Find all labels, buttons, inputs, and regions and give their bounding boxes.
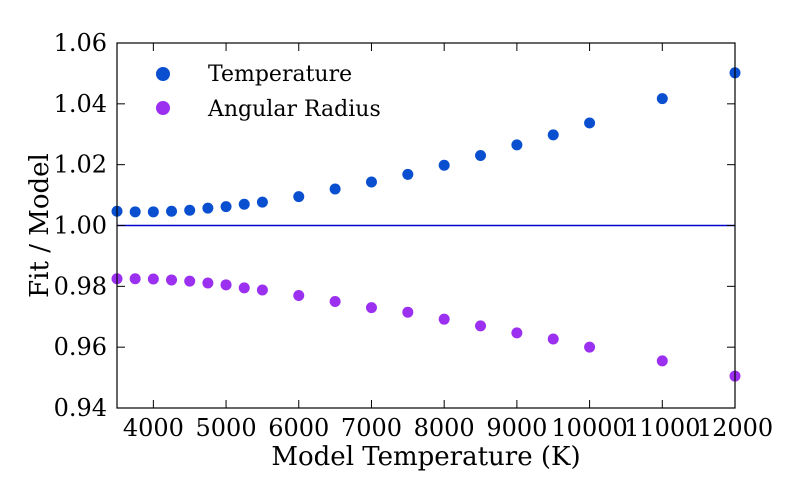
legend-label-angular-radius: Angular Radius [207,97,381,122]
temperature-point [584,117,596,129]
temperature-point [202,202,214,214]
y-tick-label: 0.94 [54,394,107,422]
y-tick-label: 1.04 [54,90,107,118]
temperature-point [365,176,377,188]
temperature-point [166,205,178,217]
temperature-point [329,183,341,195]
angular-radius-point [184,275,196,287]
angular-radius-point [147,273,159,285]
angular-radius-point [220,279,232,291]
legend-marker-angular-radius [156,101,170,115]
temperature-point [220,201,232,213]
y-tick-label: 0.96 [54,333,107,361]
angular-radius-point [202,277,214,289]
y-tick-label: 0.98 [54,272,107,300]
x-tick-label: 4000 [123,414,184,442]
x-tick-label: 8000 [414,414,475,442]
angular-radius-point [365,302,377,314]
temperature-point [129,206,141,218]
angular-radius-point [238,282,250,294]
angular-radius-point [329,296,341,308]
data-points [111,67,741,382]
angular-radius-point [293,289,305,301]
y-tick-label: 1.02 [54,151,107,179]
temperature-point [402,168,414,180]
legend: Temperature Angular Radius [156,62,381,122]
legend-marker-temperature [156,67,170,81]
temperature-point [511,139,523,151]
x-tick-label: 10000 [551,414,627,442]
angular-radius-point [438,313,450,325]
x-tick-label: 11000 [624,414,700,442]
x-tick-label: 7000 [341,414,402,442]
legend-label-temperature: Temperature [208,62,352,87]
x-tick-label: 9000 [486,414,547,442]
angular-radius-point [511,327,523,339]
angular-radius-point [584,341,596,353]
y-tick-label: 1.06 [54,29,107,57]
y-axis-label: Fit / Model [25,153,55,298]
angular-radius-point [475,320,487,332]
temperature-point [656,93,668,105]
temperature-point [256,196,268,208]
temperature-point [438,159,450,171]
x-tick-label: 12000 [697,414,773,442]
angular-radius-point [656,355,668,367]
temperature-point [147,206,159,218]
angular-radius-point [166,274,178,286]
x-axis-label: Model Temperature (K) [271,442,580,472]
x-tick-label: 5000 [196,414,257,442]
angular-radius-point [256,284,268,296]
x-tick-label: 6000 [268,414,329,442]
temperature-point [238,198,250,210]
axis-ticks [117,42,736,409]
y-tick-label: 1.00 [54,212,107,240]
angular-radius-point [547,333,559,345]
temperature-point [547,129,559,141]
temperature-point [475,150,487,162]
temperature-point [184,204,196,216]
temperature-point [293,191,305,203]
angular-radius-point [129,273,141,285]
angular-radius-point [402,306,414,318]
